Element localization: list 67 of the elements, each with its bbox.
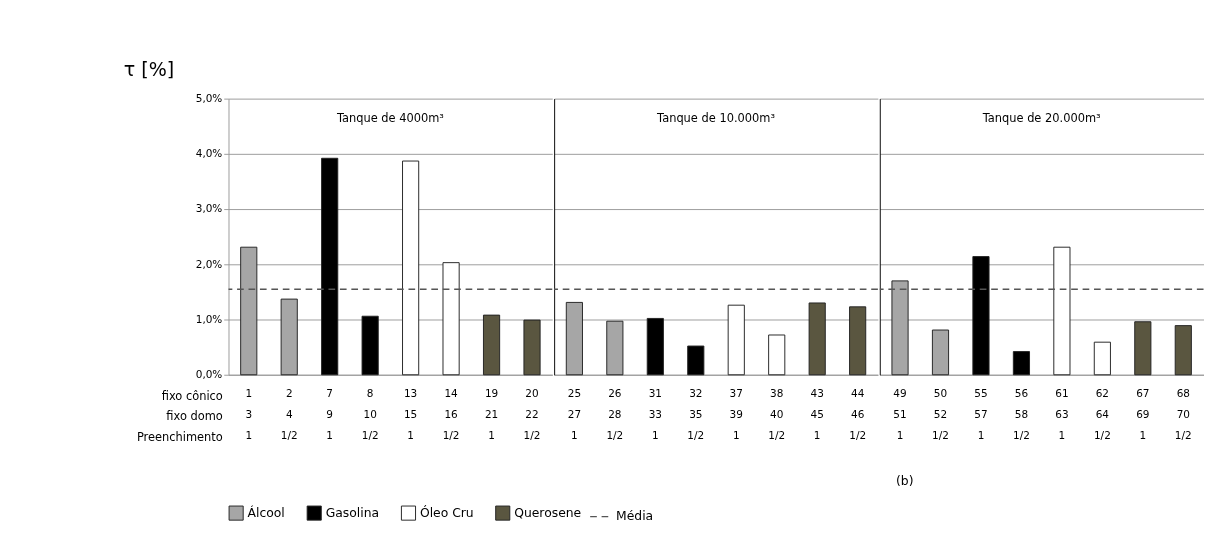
text: Tanque de 4000m³ [335,110,444,125]
x-tick-label: 26 28 1/2 [606,387,624,442]
x-tick-label: 2 4 1/2 [280,387,298,442]
bar [768,334,786,376]
legend-label: Gasolina [325,505,380,520]
x-tick-label: 49 51 1 [893,387,907,442]
legend-label: Querosene [514,505,582,520]
bar [523,319,541,376]
bar [808,302,826,376]
bar [646,317,664,376]
x-tick-label: 43 45 1 [810,387,824,442]
bar [972,256,990,376]
x-tick-label: 38 40 1/2 [768,387,786,442]
bar [361,315,379,376]
x-tick-label: 1 3 1 [245,387,253,442]
legend-label: Média [616,509,654,524]
bar [565,301,583,376]
bar [321,157,339,376]
y-tick-label: 3,0% [195,202,223,215]
bar [1174,325,1192,376]
legend-label: Álcool [247,504,285,520]
x-tick-label: 50 52 1/2 [932,387,949,442]
bar [1053,246,1071,376]
x-tick-label: 44 46 1/2 [849,387,867,442]
x-tick-label: 37 39 1 [729,387,743,442]
x-tick-label: 14 16 1/2 [442,387,460,442]
x-tick-label: 56 58 1/2 [1013,387,1030,442]
text: (b) [895,474,914,489]
bar [1134,321,1152,376]
x-tick-label: 19 21 1 [484,387,499,442]
x-tick-label: 7 9 1 [326,387,334,442]
x-tick-label: 8 10 1/2 [361,387,379,442]
bar [891,280,909,376]
x-tick-label: 67 69 1 [1136,387,1150,442]
text: fixo domo [166,409,223,424]
bar [931,329,950,376]
x-tick-label: 13 15 1 [403,387,418,442]
y-tick-label: 4,0% [195,147,223,160]
y-tick-label: 5,0% [195,91,223,104]
x-tick-label: 25 27 1 [567,387,582,442]
text: fixo cônico [161,388,223,403]
bar [606,320,624,376]
bar [482,314,501,376]
text: Preenchimento [136,430,223,445]
y-tick-label: 2,0% [195,257,223,270]
bar [240,246,258,376]
y-tick-label: 0,0% [195,368,223,381]
bar [1093,341,1111,376]
x-tick-label: 31 33 1 [648,387,662,442]
bar [280,298,298,376]
x-tick-label: 68 70 1/2 [1174,387,1192,442]
bar [442,262,460,376]
y-tick-label: 1,0% [195,312,223,325]
x-tick-label: 20 22 1/2 [523,387,541,442]
text: Tanque de 20.000m³ [981,110,1101,125]
bar [727,304,745,376]
bar [849,306,867,376]
x-tick-label: 32 35 1/2 [687,387,705,442]
x-tick-label: 61 63 1 [1055,387,1069,442]
x-tick-label: 62 64 1/2 [1093,387,1111,442]
x-tick-label: 55 57 1 [974,387,988,442]
bar [402,160,420,376]
bar [687,345,705,376]
text: Tanque de 10.000m³ [656,110,775,125]
y-axis-title: τ [%] [123,57,175,80]
legend-label: Óleo Cru [419,504,474,520]
bar [1012,351,1030,376]
